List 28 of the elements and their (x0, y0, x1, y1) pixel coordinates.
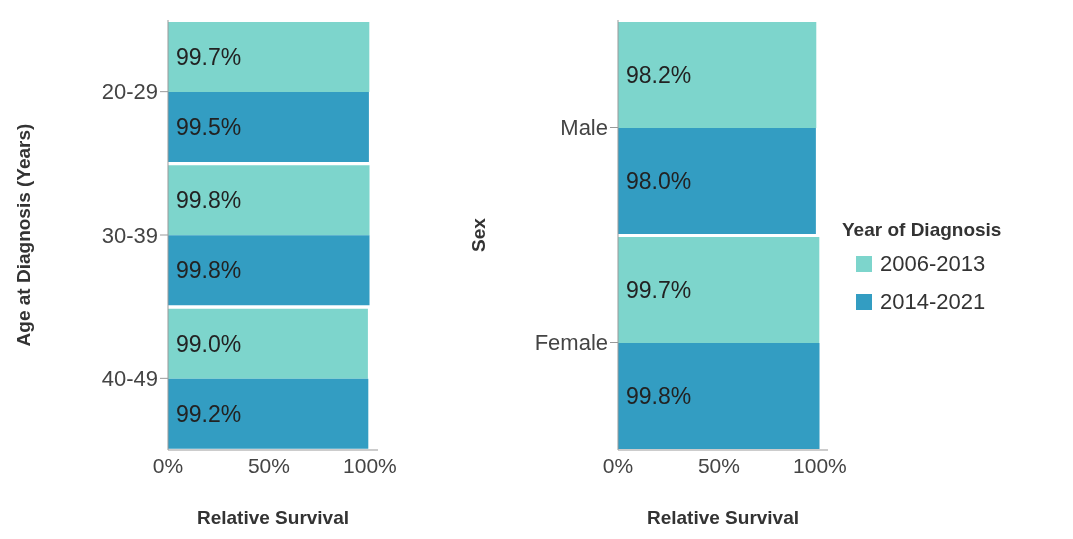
x-tick-label: 100% (343, 453, 397, 477)
data-label: 99.8% (176, 257, 242, 284)
x-tick-label: 50% (697, 453, 740, 477)
data-label: 99.8% (626, 383, 692, 410)
x-tick-label: 0% (152, 453, 184, 477)
y-tick-label: 20-29 (101, 79, 158, 105)
x-axis-title: Relative Survival (646, 507, 800, 528)
legend-label: 2014-2021 (880, 289, 986, 315)
data-label: 99.8% (176, 187, 242, 214)
data-label: 98.2% (626, 62, 692, 89)
data-label: 99.7% (176, 44, 242, 71)
data-label: 99.0% (176, 330, 242, 357)
x-tick-label: 50% (247, 453, 290, 477)
y-tick-label: Male (560, 115, 608, 141)
y-axis-title: Sex (467, 217, 489, 252)
x-axis-title: Relative Survival (196, 507, 350, 528)
legend-label: 2006-2013 (880, 251, 986, 277)
data-label: 98.0% (626, 168, 692, 195)
legend-title: Year of Diagnosis (842, 219, 1003, 241)
data-label: 99.7% (626, 277, 692, 304)
y-tick-label: 40-49 (101, 366, 158, 392)
data-label: 99.2% (176, 400, 242, 427)
data-label: 99.5% (176, 114, 242, 141)
y-tick-label: 30-39 (101, 222, 158, 248)
x-tick-label: 100% (793, 453, 847, 477)
y-tick-label: Female (534, 330, 608, 356)
x-tick-label: 0% (602, 453, 634, 477)
y-axis-title: Age at Diagnosis (Years) (12, 123, 34, 347)
